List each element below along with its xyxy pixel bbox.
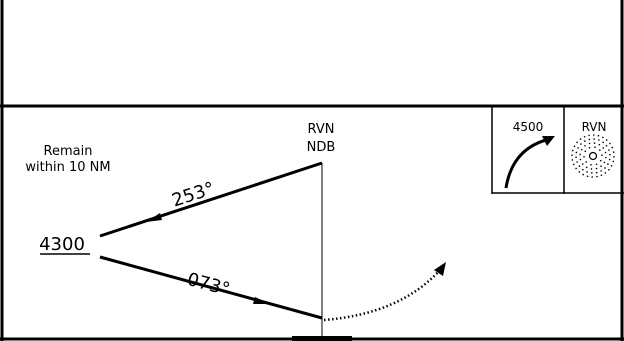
ndb-symbol-dot — [592, 134, 595, 136]
ndb-symbol-dot — [579, 138, 582, 140]
profile-altitude-label: 4500 — [513, 120, 544, 134]
ndb-symbol-dot — [607, 163, 609, 165]
ndb-symbol-dot — [591, 176, 594, 178]
ndb-symbol-dot — [582, 173, 584, 176]
ndb-symbol-dot — [594, 146, 596, 149]
ndb-symbol-dot — [609, 142, 611, 145]
ndb-symbol-dot — [598, 139, 600, 141]
outbound-course-label: 073° — [185, 269, 232, 301]
ndb-symbol-dot — [602, 141, 604, 144]
ndb-symbol-dot — [605, 144, 608, 147]
ndb-symbol-dot — [590, 163, 592, 166]
fix-type-label: NDB — [307, 140, 336, 155]
remain-within-label-line2: within 10 NM — [25, 160, 110, 175]
ndb-symbol-dot — [576, 141, 578, 144]
ndb-symbol-dot — [611, 146, 614, 149]
ndb-symbol-dot — [600, 165, 602, 168]
ndb-symbol-dot — [608, 149, 610, 151]
ndb-symbol-dot — [605, 139, 608, 141]
ndb-symbol-dot — [571, 154, 573, 157]
ndb-symbol-dot — [573, 145, 576, 147]
ndb-symbol-dot — [602, 147, 605, 149]
outbound-track-line — [99, 255, 323, 320]
ndb-symbol-dot — [603, 161, 606, 164]
ndb-symbol-dot — [604, 151, 607, 154]
ndb-symbol-icon — [571, 134, 615, 178]
ndb-symbol-dot — [584, 144, 586, 147]
ndb-symbol-dot — [576, 161, 578, 163]
ndb-symbol-dot — [575, 156, 577, 159]
ndb-symbol-dot — [580, 143, 582, 145]
ndb-symbol-dot — [610, 165, 613, 167]
ndb-symbol-dot — [604, 172, 607, 174]
ndb-symbol-dot — [586, 171, 588, 173]
fix-name-label: RVN — [308, 122, 335, 137]
ndb-symbol-dot — [588, 146, 591, 149]
climb-arrow-head — [542, 136, 555, 146]
ndb-symbol-dot — [596, 175, 598, 178]
fix-ground-marker — [292, 336, 352, 341]
ndb-symbol-dot — [575, 167, 577, 170]
ndb-symbol-dot — [584, 150, 587, 153]
ndb-symbol-dot — [588, 138, 591, 141]
ndb-symbol-dot — [577, 147, 579, 149]
ndb-symbol-dot — [585, 161, 587, 163]
remain-within-label-line1: Remain — [44, 144, 93, 159]
climb-arrow — [504, 138, 547, 189]
ndb-symbol-dot — [612, 160, 615, 163]
ndb-symbol-dot — [584, 140, 586, 142]
ndb-symbol-dot — [582, 168, 584, 171]
ndb-symbol-dot — [578, 171, 581, 173]
ndb-symbol-dot — [575, 151, 578, 154]
ndb-symbol-dot — [579, 153, 581, 156]
turn-dotted-path — [323, 269, 441, 322]
ndb-symbol-dot — [571, 149, 574, 152]
ndb-symbol-dot — [581, 163, 584, 165]
ndb-symbol-dot — [599, 149, 601, 151]
ndb-symbol-dot — [593, 138, 595, 140]
ndb-symbol-dot — [612, 151, 615, 153]
inbound-track-line — [99, 161, 323, 238]
ndb-symbol-dot — [597, 134, 600, 137]
ndb-symbol-dot — [583, 155, 585, 158]
ndb-symbol-dot — [593, 142, 596, 144]
ndb-symbol-center — [588, 151, 598, 161]
ndb-symbol-dot — [595, 171, 598, 174]
ndb-symbol-dot — [602, 136, 604, 139]
ndb-symbol-dot — [601, 154, 603, 157]
ndb-symbol-dot — [591, 172, 593, 174]
ndb-symbol-dot — [598, 143, 601, 146]
ndb-symbol-dot — [580, 148, 583, 151]
outbound-arrow-head — [253, 297, 270, 304]
ndb-symbol-dot — [609, 153, 611, 156]
ndb-symbol-dot — [600, 174, 603, 177]
ndb-symbol-dot — [586, 175, 589, 178]
ndb-symbol-dot — [600, 170, 602, 172]
ndb-symbol-dot — [590, 168, 593, 170]
profile-box: 4500 RVN — [491, 106, 624, 194]
ndb-symbol-dot — [608, 168, 610, 171]
ndb-symbol-dot — [588, 134, 590, 137]
ndb-symbol-dot — [613, 155, 615, 158]
ndb-symbol-dot — [579, 158, 582, 161]
ndb-symbol-dot — [572, 163, 575, 166]
profile-fix-label: RVN — [582, 120, 607, 134]
ndb-symbol-dot — [604, 167, 606, 169]
ndb-symbol-dot — [588, 142, 591, 145]
ndb-symbol-dot — [578, 165, 581, 168]
turn-arrow-head — [434, 262, 446, 276]
ndb-symbol-dot — [595, 163, 598, 166]
inbound-arrow-head — [146, 213, 162, 222]
procedure-altitude-label: 4300 — [39, 234, 85, 255]
ndb-symbol-dot — [571, 159, 574, 161]
ndb-symbol-dot — [595, 167, 598, 170]
ndb-symbol-dot — [605, 156, 607, 159]
ndb-symbol-dot — [583, 135, 586, 138]
ndb-symbol-dot — [608, 158, 611, 161]
ndb-symbol-dot — [585, 166, 588, 169]
ndb-symbol-dot — [599, 159, 602, 162]
